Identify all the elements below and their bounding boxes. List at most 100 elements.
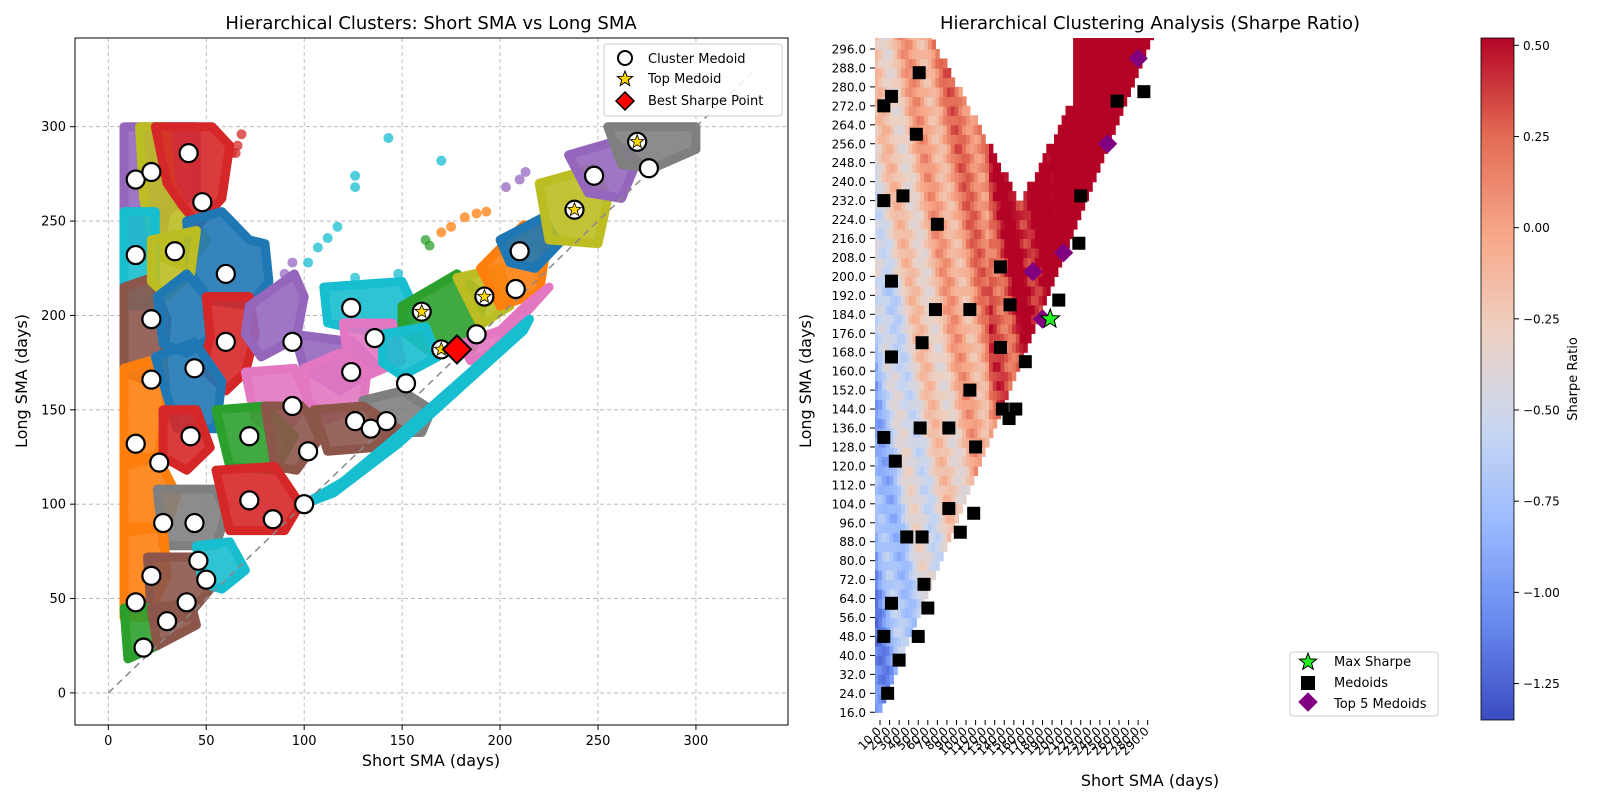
heatmap-cell — [927, 248, 933, 259]
heatmap-cell — [916, 210, 921, 221]
heatmap-cell — [912, 437, 917, 448]
heatmap-cell — [912, 579, 917, 590]
heatmap-cell — [1119, 86, 1124, 97]
heatmap-cell — [901, 399, 906, 410]
heatmap-cell — [1023, 200, 1028, 211]
heatmap-cell — [950, 143, 956, 154]
heatmap-cell — [1076, 162, 1082, 173]
heatmap-cell — [920, 484, 925, 495]
heatmap-cell — [927, 409, 933, 420]
heatmap-top-medoids — [1023, 48, 1148, 329]
heatmap-cell — [908, 598, 914, 609]
heatmap-cell — [1057, 162, 1063, 173]
heatmap-cell — [897, 304, 902, 315]
heatmap-cell — [958, 276, 963, 287]
heatmap-cell — [1038, 295, 1044, 306]
heatmap-cell — [912, 266, 917, 277]
heatmap-cell — [912, 248, 917, 259]
heatmap-cell — [939, 522, 944, 533]
heatmap-cell — [875, 68, 879, 79]
y-tick-label: 184.0 — [832, 308, 866, 322]
heatmap-cell — [875, 399, 879, 410]
heatmap-cell — [954, 446, 959, 457]
heatmap-cell — [1107, 39, 1112, 50]
heatmap-cell — [977, 295, 982, 306]
heatmap-cell — [1008, 257, 1013, 268]
heatmap-cell — [1008, 352, 1013, 363]
heatmap-cell — [881, 371, 887, 382]
heatmap-cell — [875, 115, 879, 126]
heatmap-cell — [924, 181, 929, 192]
heatmap-cell — [912, 399, 917, 410]
heatmap-cell — [885, 304, 891, 315]
heatmap-cell — [901, 153, 906, 164]
heatmap-cell — [935, 418, 940, 429]
heatmap-cell — [954, 115, 959, 126]
heatmap-cell — [885, 399, 891, 410]
heatmap-cell — [943, 361, 948, 372]
heatmap-cell — [1004, 352, 1009, 363]
heatmap-cell — [893, 494, 898, 505]
heatmap-cell — [893, 181, 898, 192]
y-tick-label: 288.0 — [832, 61, 866, 75]
heatmap-cell — [1107, 96, 1112, 107]
heatmap-cell — [912, 352, 917, 363]
heatmap-cell — [1034, 295, 1040, 306]
heatmap-cell — [1046, 285, 1051, 296]
heatmap-cell — [1107, 58, 1112, 69]
heatmap-cell — [897, 285, 902, 296]
heatmap-cell — [1099, 124, 1105, 135]
heatmap-cell — [950, 105, 956, 116]
heatmap-cell — [966, 219, 971, 230]
heatmap-cell — [927, 446, 933, 457]
heatmap-cell — [943, 465, 948, 476]
heatmap-cell — [981, 390, 986, 401]
heatmap-cell — [962, 248, 967, 259]
right-y-axis-label: Long SMA (days) — [796, 314, 815, 448]
medoid-square — [1018, 355, 1032, 369]
heatmap-cell — [1004, 200, 1009, 211]
heatmap-cell — [1011, 371, 1017, 382]
heatmap-cell — [924, 399, 929, 410]
heatmap-cell — [885, 68, 891, 79]
heatmap-cell — [943, 96, 948, 107]
medoid-marker — [153, 512, 174, 534]
heatmap-cell — [897, 248, 902, 259]
heatmap-cell — [920, 229, 925, 240]
heatmap-cell — [1096, 153, 1101, 164]
heatmap-cell — [1004, 285, 1009, 296]
heatmap-cell — [897, 541, 902, 552]
heatmap-cell — [1096, 49, 1101, 60]
heatmap-cell — [924, 380, 929, 391]
heatmap-cell — [1061, 172, 1066, 183]
best-sharpe-diamond — [441, 334, 473, 365]
heatmap-cell — [912, 390, 917, 401]
heatmap-cell — [916, 494, 921, 505]
heatmap-cell — [958, 428, 963, 439]
heatmap-cell — [1099, 105, 1105, 116]
heatmap-cell — [977, 456, 982, 467]
heatmap-cell — [939, 418, 944, 429]
heatmap-cell — [977, 323, 982, 334]
heatmap-cell — [1092, 86, 1097, 97]
heatmap-cell — [935, 314, 940, 325]
heatmap-cell — [889, 645, 894, 656]
y-tick-label: 0 — [58, 686, 66, 701]
heatmap-cell — [981, 371, 986, 382]
heatmap-cell — [977, 314, 982, 325]
heatmap-cell — [889, 238, 894, 249]
heatmap-cell — [904, 285, 910, 296]
heatmap-cell — [885, 475, 891, 486]
outlier-point — [332, 221, 343, 232]
heatmap-cell — [901, 333, 906, 344]
heatmap-cell — [977, 352, 982, 363]
heatmap-cell — [954, 418, 959, 429]
heatmap-cell — [1031, 295, 1036, 306]
heatmap-cell — [916, 352, 921, 363]
heatmap-cell — [920, 437, 925, 448]
heatmap-cell — [920, 390, 925, 401]
heatmap-cell — [1011, 276, 1017, 287]
heatmap-cell — [969, 314, 975, 325]
heatmap-cell — [946, 172, 952, 183]
heatmap-cell — [943, 285, 948, 296]
